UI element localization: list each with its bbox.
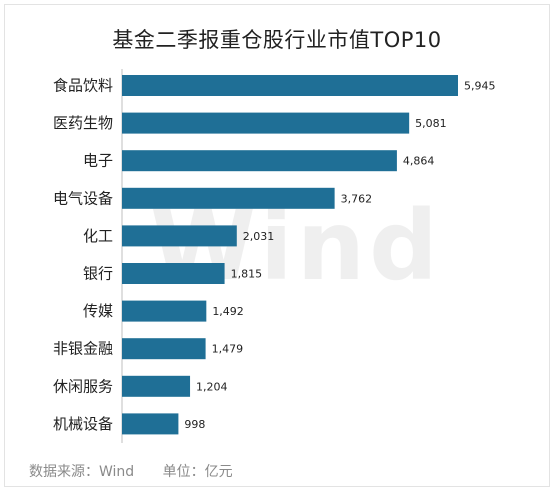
bar: [122, 75, 458, 96]
source-note: 数据来源：Wind: [29, 464, 135, 480]
value-label: 2,031: [243, 230, 274, 243]
value-label: 5,945: [464, 80, 496, 93]
value-label: 4,864: [403, 155, 435, 168]
value-label: 5,081: [415, 117, 447, 130]
bar: [122, 375, 191, 397]
bar: [122, 150, 397, 172]
category-label: 电子: [83, 152, 113, 170]
value-label: 998: [184, 418, 205, 431]
unit-note: 单位：亿元: [162, 464, 233, 480]
category-label: 银行: [83, 265, 113, 283]
value-label: 1,479: [212, 343, 244, 356]
chart-footer: 数据来源：Wind 单位：亿元: [29, 461, 233, 481]
bar: [122, 300, 207, 322]
value-label: 1,492: [212, 305, 244, 318]
category-label: 电气设备: [53, 189, 113, 207]
category-label: 化工: [83, 227, 113, 245]
value-label: 3,762: [341, 192, 373, 205]
category-label: 医药生物: [53, 114, 113, 132]
category-label: 非银金融: [53, 340, 113, 358]
category-label: 传媒: [83, 302, 113, 320]
chart-title: 基金二季报重仓股行业市值TOP10: [112, 28, 442, 52]
bar: [122, 338, 206, 360]
bar: [122, 413, 179, 435]
value-label: 1,815: [231, 268, 263, 281]
bar: [122, 263, 225, 284]
bar: [122, 112, 410, 134]
value-label: 1,204: [196, 380, 228, 393]
category-label: 机械设备: [53, 415, 113, 433]
bar: [122, 187, 335, 209]
bar: [122, 225, 237, 247]
category-label: 食品饮料: [53, 77, 113, 95]
category-label: 休闲服务: [53, 377, 113, 395]
